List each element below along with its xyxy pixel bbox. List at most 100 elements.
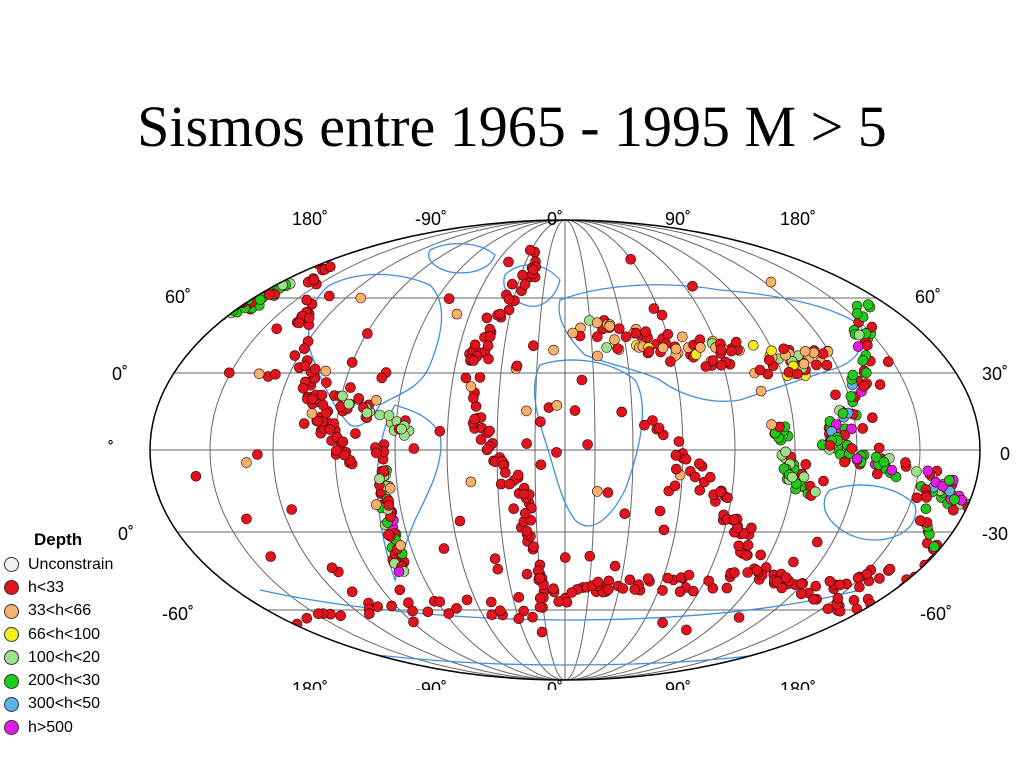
earthquake-dot xyxy=(613,323,625,334)
lon-label-bottom-1: 180˚ xyxy=(292,679,328,690)
earthquake-dot xyxy=(521,405,532,417)
earthquake-dot xyxy=(528,541,540,553)
earthquake-dot xyxy=(824,440,836,451)
earthquake-dot xyxy=(854,581,865,593)
earthquake-dot xyxy=(921,492,932,503)
earthquake-dot xyxy=(265,551,277,562)
earthquake-dot xyxy=(306,393,318,405)
earthquake-dot xyxy=(693,458,705,470)
legend-label: 66<h<100 xyxy=(28,625,101,643)
legend-swatch xyxy=(4,580,19,596)
earthquake-dot xyxy=(609,334,620,345)
earthquake-dot xyxy=(862,340,873,351)
earthquake-dot xyxy=(798,471,810,483)
earthquake-dot xyxy=(335,610,347,622)
earthquake-dot xyxy=(508,503,520,515)
earthquake-dot xyxy=(799,346,811,357)
earthquake-dot xyxy=(286,504,298,515)
earthquake-dot xyxy=(150,511,159,522)
earthquake-dot xyxy=(512,469,524,481)
earthquake-dot xyxy=(742,539,754,551)
earthquake-dot xyxy=(271,323,283,335)
earthquake-dot xyxy=(818,475,829,487)
earthquake-dot xyxy=(857,355,869,366)
earthquake-dot xyxy=(500,467,511,478)
earthquake-dot xyxy=(878,456,890,468)
earthquake-dot xyxy=(481,444,493,455)
earthquake-dot xyxy=(811,536,823,548)
earthquake-dot xyxy=(800,459,812,470)
earthquake-dot xyxy=(700,361,712,372)
earthquake-dot xyxy=(670,450,682,461)
depth-legend: Depth Unconstrain h<33 33<h<66 66<h<100 … xyxy=(4,530,154,739)
earthquake-dot xyxy=(766,419,777,430)
earthquake-dot xyxy=(851,308,863,319)
earthquake-dot xyxy=(323,238,334,250)
earthquake-dot xyxy=(810,580,822,592)
earthquake-dot xyxy=(524,244,536,256)
earthquake-dot xyxy=(229,300,241,312)
earthquake-dot xyxy=(862,299,874,310)
earthquake-dot xyxy=(811,359,822,371)
earthquake-dot xyxy=(316,389,328,401)
earthquake-dot xyxy=(683,569,695,581)
legend-label: h>500 xyxy=(28,718,73,736)
earthquake-dot xyxy=(609,560,621,572)
legend-item-300-500: 300<h<50 xyxy=(4,693,154,716)
earthquake-dot xyxy=(918,575,930,587)
earthquake-dot xyxy=(312,415,323,427)
page-title: Sismos entre 1965 - 1995 M > 5 xyxy=(137,94,887,159)
earthquake-dot xyxy=(362,328,373,339)
lat-label-left-3: ˚ xyxy=(108,439,114,459)
earthquake-dot xyxy=(567,327,579,339)
lat-label-right-4: -30 xyxy=(982,524,1008,544)
earthquake-dot xyxy=(839,456,850,468)
earthquake-dot xyxy=(864,611,876,623)
earthquake-dot xyxy=(930,553,941,564)
earthquake-dot xyxy=(780,572,792,583)
earthquake-dot xyxy=(694,484,706,496)
earthquake-dot xyxy=(687,281,698,292)
earthquake-dot xyxy=(911,466,922,477)
earthquake-dot xyxy=(647,415,658,426)
earthquake-dot xyxy=(851,453,863,465)
earthquake-dot xyxy=(355,292,367,304)
lon-label-bottom-5: 180˚ xyxy=(780,679,816,690)
earthquake-dot xyxy=(592,350,603,362)
earthquake-dot xyxy=(319,250,331,261)
earthquake-dot xyxy=(521,568,533,580)
earthquake-dot xyxy=(715,344,727,356)
earthquake-dot xyxy=(658,524,670,536)
earthquake-dot xyxy=(503,304,515,316)
earthquake-dot xyxy=(874,573,885,584)
earthquake-dot xyxy=(324,424,336,435)
earthquake-dot xyxy=(742,567,754,578)
earthquake-dot xyxy=(603,584,614,595)
earthquake-dot xyxy=(747,340,759,351)
earthquake-dot xyxy=(765,276,777,288)
earthquake-dot xyxy=(297,383,309,394)
earthquake-dot xyxy=(901,583,912,595)
earthquake-dot xyxy=(751,565,763,576)
earthquake-dot xyxy=(484,331,496,342)
earthquake-dot xyxy=(323,290,335,302)
earthquake-dot xyxy=(527,611,538,623)
earthquake-dot xyxy=(949,494,960,505)
earthquake-dot xyxy=(408,443,420,454)
earthquake-dot xyxy=(911,492,923,504)
earthquake-dot xyxy=(216,309,228,321)
earthquake-dot xyxy=(909,577,921,588)
earthquake-dot xyxy=(871,468,883,480)
earthquake-dot xyxy=(153,525,165,536)
earthquake-dot xyxy=(733,540,745,552)
earthquake-dot xyxy=(343,398,355,410)
lon-label-bottom-4: 90˚ xyxy=(665,679,691,690)
earthquake-dot xyxy=(681,624,692,636)
earthquake-dot xyxy=(657,617,668,629)
earthquake-dot xyxy=(601,342,612,353)
earthquake-dot xyxy=(922,465,934,477)
earthquake-dot xyxy=(535,459,547,471)
earthquake-dot xyxy=(150,503,159,514)
earthquake-dot xyxy=(190,470,202,482)
earthquake-dots xyxy=(150,238,974,639)
